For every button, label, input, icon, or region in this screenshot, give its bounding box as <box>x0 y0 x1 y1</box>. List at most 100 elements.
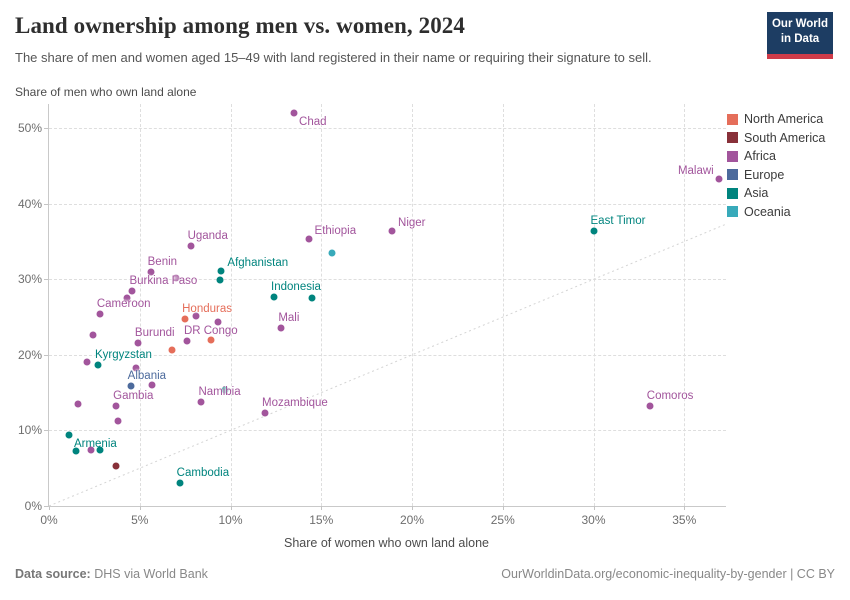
data-point[interactable] <box>172 274 180 282</box>
data-point-east-timor[interactable] <box>590 227 597 235</box>
data-point-kyrgyzstan[interactable] <box>94 361 102 369</box>
legend-label: Oceania <box>744 204 791 219</box>
data-point-dr-congo[interactable] <box>183 337 191 345</box>
y-axis-tick <box>44 506 48 507</box>
parity-line <box>48 223 727 507</box>
data-point[interactable] <box>87 446 95 454</box>
point-label-ethiopia: Ethiopia <box>314 225 357 238</box>
point-label-east-timor: East Timor <box>590 214 646 227</box>
point-label-cameroon: Cameroon <box>96 298 151 311</box>
data-point-albania[interactable] <box>127 382 135 390</box>
data-point[interactable] <box>83 358 91 366</box>
data-point-benin[interactable] <box>147 268 155 276</box>
x-tick-label: 35% <box>672 513 697 527</box>
point-label-gambia: Gambia <box>113 389 154 402</box>
y-axis-tick <box>44 279 48 281</box>
legend-label: South America <box>744 130 826 145</box>
data-point[interactable] <box>123 294 131 302</box>
legend: North America South America Africa Europe As… <box>727 110 825 221</box>
point-label-mozambique: Mozambique <box>261 397 328 410</box>
legend-item-europe[interactable]: Europe <box>727 166 825 185</box>
legend-swatch <box>727 206 738 218</box>
data-point[interactable] <box>308 294 316 302</box>
y-axis-tick <box>44 430 48 432</box>
point-label-namibia: Namibia <box>198 386 241 399</box>
data-point-indonesia[interactable] <box>270 293 278 301</box>
footer: Data source: DHS via World Bank OurWorld… <box>15 567 835 581</box>
gridline-y <box>49 430 726 432</box>
legend-item-oceania[interactable]: Oceania <box>727 203 825 222</box>
point-label-niger: Niger <box>398 216 426 229</box>
data-point[interactable] <box>96 446 104 454</box>
legend-item-africa[interactable]: Africa <box>727 147 825 166</box>
data-point[interactable] <box>214 318 222 326</box>
data-point-burkina-faso[interactable] <box>128 287 136 295</box>
legend-swatch <box>727 150 738 162</box>
y-axis-tick <box>44 203 48 205</box>
point-label-mali: Mali <box>278 311 300 324</box>
data-point-mali[interactable] <box>277 324 285 332</box>
data-point-cambodia[interactable] <box>176 479 184 487</box>
chart-subtitle: The share of men and women aged 15–49 wi… <box>15 50 652 65</box>
data-point-afghanistan[interactable] <box>217 267 225 275</box>
data-point[interactable] <box>328 249 336 257</box>
y-axis-title: Share of men who own land alone <box>15 85 197 99</box>
legend-swatch <box>727 132 738 144</box>
data-point-malawi[interactable] <box>715 175 723 183</box>
legend-label: Africa <box>744 149 776 164</box>
y-tick-label: 0% <box>24 499 42 513</box>
data-point[interactable] <box>132 364 140 372</box>
x-axis-tick <box>412 506 413 510</box>
data-point[interactable] <box>221 386 229 394</box>
data-point-uganda[interactable] <box>187 242 195 250</box>
plot-area: 0% 5% 10% 15% 20% 25% 30% 35% 0% 10% 20% 30% 40% 50% C… <box>18 104 727 527</box>
data-point-mozambique[interactable] <box>261 409 269 417</box>
legend-item-north-america[interactable]: North America <box>727 110 825 129</box>
x-tick-label: 10% <box>218 513 243 527</box>
data-point[interactable] <box>207 336 215 344</box>
point-label-benin: Benin <box>147 255 178 268</box>
gridline-x <box>684 104 686 506</box>
data-point[interactable] <box>168 346 176 354</box>
data-point-honduras[interactable] <box>181 315 189 323</box>
point-label-burkina-faso: Burkina Faso <box>129 274 198 287</box>
legend-item-south-america[interactable]: South America <box>727 129 825 148</box>
legend-swatch <box>727 169 738 181</box>
x-tick-label: 0% <box>40 513 58 527</box>
data-point[interactable] <box>216 276 224 284</box>
data-point[interactable] <box>112 462 120 470</box>
legend-swatch <box>727 187 738 199</box>
y-tick-label: 50% <box>17 121 42 136</box>
data-point[interactable] <box>89 331 97 339</box>
data-point-gambia[interactable] <box>112 402 120 409</box>
data-point[interactable] <box>72 447 80 455</box>
data-source-text: DHS via World Bank <box>90 567 208 581</box>
legend-item-asia[interactable]: Asia <box>727 184 825 203</box>
legend-label: North America <box>744 112 824 127</box>
x-axis-tick <box>230 506 232 510</box>
data-point-comoros[interactable] <box>646 402 654 410</box>
x-axis-tick <box>593 506 595 510</box>
y-tick-label: 40% <box>17 196 42 211</box>
y-tick-label: 30% <box>17 272 42 287</box>
legend-label: Asia <box>744 186 769 201</box>
data-point-burundi[interactable] <box>134 339 142 347</box>
data-point-armenia[interactable] <box>65 431 73 439</box>
data-point-chad[interactable] <box>290 109 298 117</box>
data-point[interactable] <box>74 400 82 408</box>
gridline-x <box>593 104 595 506</box>
data-point[interactable] <box>148 381 156 389</box>
data-point-ethiopia[interactable] <box>305 235 313 243</box>
gridline-y <box>49 128 726 130</box>
owid-logo: Our World in Data <box>767 12 833 59</box>
data-point[interactable] <box>114 417 122 425</box>
owid-logo-line2: in Data <box>780 32 820 45</box>
data-point[interactable] <box>192 312 200 320</box>
footer-citation: OurWorldinData.org/economic-inequality-b… <box>501 567 835 581</box>
point-label-burundi: Burundi <box>134 326 175 339</box>
data-point-cameroon[interactable] <box>96 310 104 318</box>
data-point-niger[interactable] <box>388 227 396 235</box>
gridline-x <box>412 104 413 506</box>
data-point-namibia[interactable] <box>197 398 205 406</box>
point-label-kyrgyzstan: Kyrgyzstan <box>95 348 152 361</box>
